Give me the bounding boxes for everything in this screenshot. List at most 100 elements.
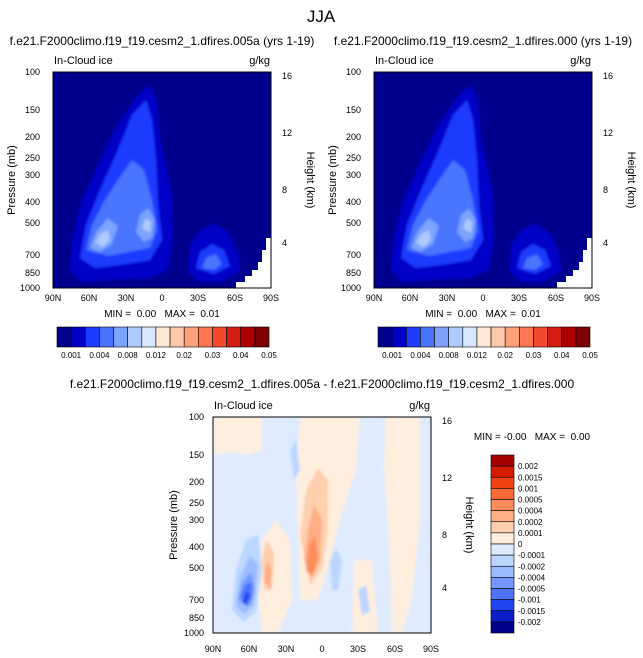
- panel-a-y-tick: 150: [25, 105, 40, 115]
- colorbar-swatch: [84, 326, 100, 348]
- colorbar-swatch: [420, 326, 435, 348]
- colorbar-swatch: [490, 521, 515, 534]
- panel-b-contour-10: [523, 254, 543, 270]
- panel-b-height-tick: 4: [603, 238, 608, 248]
- panel-b-y-right-ticks: 4 8 12 16: [603, 71, 613, 248]
- colorbar-swatch: [490, 588, 515, 600]
- colorbar-swatch: [561, 326, 577, 348]
- panel-a: f.e21.F2000climo.f19_f19.cesm2_1.dfires.…: [6, 34, 316, 360]
- panel-a-x-tick: 90N: [45, 293, 62, 303]
- panel-b-colorbar: 0.001 0.004 0.008 0.012 0.02 0.03 0.04 0.05: [377, 326, 598, 360]
- colorbar-swatch: [575, 326, 591, 348]
- panel-b-x-tick: 0: [480, 293, 485, 303]
- colorbar-label: 0.03: [526, 351, 542, 360]
- panel-b-x-ticks: 90N 60N 30N 0 30S 60S 90S: [366, 293, 600, 303]
- panel-a-units: g/kg: [249, 55, 270, 67]
- panel-c-y-tick: 500: [189, 563, 204, 573]
- colorbar-swatch: [254, 326, 270, 348]
- panel-b-y-axis-label: Pressure (mb): [327, 145, 339, 215]
- panel-a-y-tick: 250: [25, 153, 40, 163]
- colorbar-swatch: [391, 326, 407, 348]
- panel-b-contour-7: [463, 218, 472, 233]
- panel-b-y-tick: 100: [346, 67, 361, 77]
- panel-a-y-axis-label: Pressure (mb): [6, 145, 18, 215]
- panel-c-y-right-ticks: 4 8 12 16: [442, 416, 452, 593]
- colorbar-label: 0.02: [497, 351, 513, 360]
- colorbar-label: 0.03: [205, 351, 221, 360]
- colorbar-label: -0.0004: [518, 573, 546, 582]
- colorbar-label: 0.012: [146, 351, 167, 360]
- panel-a-y-tick: 1000: [20, 283, 40, 293]
- colorbar-label: 0.001: [518, 484, 539, 493]
- panel-a-y-tick: 700: [25, 250, 40, 260]
- panel-c-anomaly-15: [242, 592, 250, 606]
- panel-a-title: f.e21.F2000climo.f19_f19.cesm2_1.dfires.…: [10, 34, 315, 48]
- panel-b-y-tick: 1000: [341, 283, 361, 293]
- colorbar-swatch: [490, 565, 515, 578]
- panel-a-minmax: MIN = 0.00 MAX = 0.01: [104, 309, 220, 320]
- panel-c-minmax: MIN = -0.00 MAX = 0.00: [474, 432, 591, 443]
- panel-a-x-ticks: 90N 60N 30N 0 30S 60S 90S: [45, 293, 279, 303]
- figure-title: JJA: [307, 7, 336, 26]
- panel-c-y-tick: 850: [189, 613, 204, 623]
- colorbar-swatch: [490, 499, 515, 511]
- colorbar-swatch: [155, 326, 171, 348]
- colorbar-swatch: [490, 543, 515, 556]
- colorbar-swatch: [490, 476, 515, 489]
- colorbar-label: 0.012: [467, 351, 488, 360]
- panel-c-x-tick: 90S: [423, 644, 439, 654]
- panel-c-height-tick: 8: [442, 530, 447, 540]
- colorbar-swatch: [490, 532, 515, 545]
- colorbar-swatch: [198, 326, 213, 348]
- panel-c-anomaly-8: [306, 535, 318, 576]
- colorbar-swatch: [70, 326, 86, 348]
- panel-c-x-tick: 90N: [205, 644, 222, 654]
- panel-c-y-tick: 150: [189, 450, 204, 460]
- panel-c-y-tick: 700: [189, 595, 204, 605]
- panel-c-y-ticks: 100 150 200 250 300 400 500 700 850 1000: [184, 412, 204, 638]
- colorbar-swatch: [462, 326, 478, 348]
- panel-c-height-tick: 16: [442, 416, 452, 426]
- panel-c-height-axis-label: Height (km): [463, 497, 475, 554]
- panel-b-plot-area: [374, 72, 592, 288]
- colorbar-label: 0.05: [582, 351, 598, 360]
- colorbar-swatch: [56, 326, 72, 348]
- panel-b-y-tick: 400: [346, 197, 361, 207]
- panel-a-y-ticks: 100 150 200 250 300 400 500 700 850 1000: [20, 67, 40, 293]
- panel-c-anomaly-1: [213, 417, 262, 455]
- colorbar-label: 0.0002: [518, 518, 543, 527]
- colorbar-label: 0.0015: [518, 473, 543, 482]
- panel-c-colorbar: 0.002 0.0015 0.001 0.0005 0.0004 0.0002 0.0001…: [490, 454, 546, 634]
- colorbar-swatch: [99, 326, 114, 348]
- colorbar-label: 0.04: [233, 351, 249, 360]
- panel-c-anomaly-3: [384, 417, 420, 633]
- colorbar-label: 0.008: [439, 351, 460, 360]
- panel-b-y-tick: 200: [346, 132, 361, 142]
- colorbar-label: 0.04: [554, 351, 570, 360]
- panel-b-x-tick: 90N: [366, 293, 383, 303]
- panel-c-x-tick: 30N: [278, 644, 295, 654]
- panel-b-height-axis-label: Height (km): [625, 152, 637, 209]
- panel-a-height-tick: 8: [282, 185, 287, 195]
- colorbar-swatch: [141, 326, 157, 348]
- panel-b-x-tick: 90S: [584, 293, 600, 303]
- colorbar-label: -0.001: [518, 596, 541, 605]
- panel-b-minmax: MIN = 0.00 MAX = 0.01: [425, 309, 541, 320]
- colorbar-swatch: [434, 326, 449, 348]
- panel-c-anomaly-16: [330, 548, 342, 590]
- colorbar-label: 0.002: [518, 462, 539, 471]
- colorbar-label: 0.0001: [518, 529, 543, 538]
- panel-a-x-tick: 30N: [118, 293, 135, 303]
- panel-b-y-tick: 250: [346, 153, 361, 163]
- panel-b-y-tick: 500: [346, 218, 361, 228]
- panel-b-topography-mask: [557, 238, 592, 288]
- colorbar-swatch: [490, 465, 515, 478]
- colorbar-label: -0.0005: [518, 585, 546, 594]
- colorbar-swatch: [240, 326, 256, 348]
- panel-b-y-tick: 150: [346, 105, 361, 115]
- panel-c-height-tick: 4: [442, 583, 447, 593]
- panel-c-plot-area: [213, 417, 431, 633]
- panel-a-colorbar: 0.001 0.004 0.008 0.012 0.02 0.03 0.04 0.05: [56, 326, 277, 360]
- panel-c-x-tick: 30S: [350, 644, 366, 654]
